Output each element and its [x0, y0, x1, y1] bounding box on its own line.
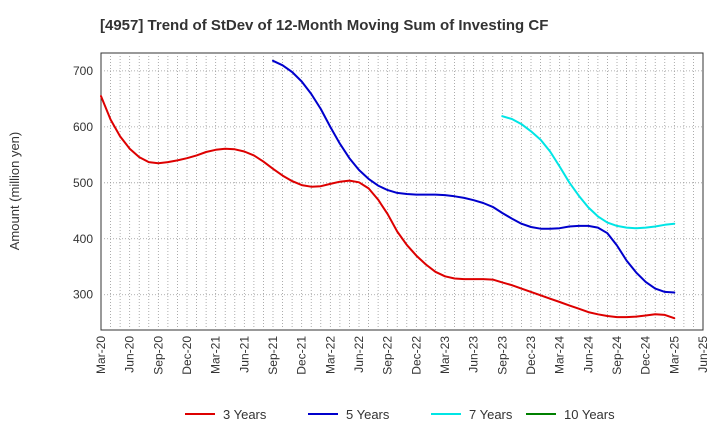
x-tick-label: Sep-23 — [495, 336, 509, 375]
x-tick-label: Sep-21 — [266, 336, 280, 375]
x-tick-label: Dec-23 — [524, 336, 538, 375]
series-lines — [100, 59, 676, 320]
x-tick-label: Mar-23 — [438, 336, 452, 374]
x-tick-label: Dec-20 — [180, 336, 194, 375]
x-tick-label: Mar-20 — [94, 336, 108, 374]
plot-area — [100, 52, 704, 331]
y-tick-label: 600 — [73, 120, 93, 134]
x-tick-label: Jun-20 — [123, 336, 137, 373]
legend-label: 5 Years — [346, 407, 390, 422]
x-tick-label: Jun-21 — [237, 336, 251, 373]
series-line-3-years — [100, 95, 676, 320]
y-axis-label: Amount (million yen) — [7, 132, 22, 251]
series-line-7-years — [501, 115, 676, 230]
legend-label: 7 Years — [469, 407, 513, 422]
x-tick-label: Jun-25 — [696, 336, 710, 373]
legend-label: 10 Years — [564, 407, 615, 422]
y-tick-label: 400 — [73, 232, 93, 246]
y-tick-label: 700 — [73, 64, 93, 78]
grid — [101, 53, 703, 330]
legend: 3 Years 5 Years 7 Years 10 Years — [185, 407, 615, 422]
x-tick-label: Mar-25 — [667, 336, 681, 374]
y-tick-label: 500 — [73, 176, 93, 190]
x-tick-label: Dec-21 — [295, 336, 309, 375]
x-tick-label: Dec-22 — [409, 336, 423, 375]
x-tick-label: Dec-24 — [639, 336, 653, 375]
series-line-5-years — [272, 59, 676, 294]
x-tick-label: Jun-23 — [467, 336, 481, 373]
y-axis-ticks: 300 400 500 600 700 — [73, 64, 93, 302]
x-tick-label: Sep-22 — [381, 336, 395, 375]
x-tick-label: Jun-22 — [352, 336, 366, 373]
legend-label: 3 Years — [223, 407, 267, 422]
x-axis-ticks: Mar-20 Jun-20 Sep-20 Dec-20 Mar-21 Jun-21 Sep-… — [94, 336, 710, 375]
x-tick-label: Mar-22 — [323, 336, 337, 374]
y-tick-label: 300 — [73, 288, 93, 302]
x-tick-label: Mar-24 — [553, 336, 567, 374]
x-tick-label: Jun-24 — [581, 336, 595, 373]
chart-title: [4957] Trend of StDev of 12-Month Moving… — [100, 17, 548, 34]
x-tick-label: Sep-24 — [610, 336, 624, 375]
x-tick-label: Sep-20 — [151, 336, 165, 375]
x-tick-label: Mar-21 — [209, 336, 223, 374]
